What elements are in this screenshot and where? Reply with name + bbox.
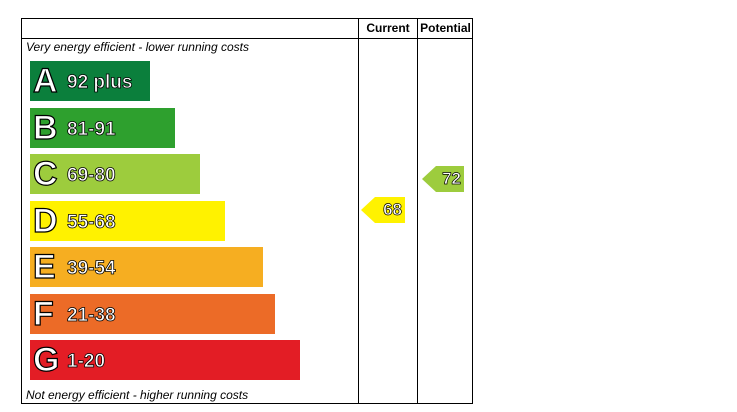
- band-f: F 21-38: [30, 293, 275, 334]
- band-b: B 81-91: [30, 107, 175, 148]
- potential-arrow-shape: [422, 166, 464, 192]
- band-letter: G: [32, 340, 60, 379]
- band-letter: A: [32, 61, 58, 100]
- band-range-label: 55-68: [67, 211, 116, 233]
- band-c: C 69-80: [30, 154, 200, 194]
- band-letter: C: [32, 154, 58, 193]
- band-g: G 1-20: [30, 340, 300, 380]
- column-divider-potential: [417, 19, 418, 403]
- band-range-label: 81-91: [67, 118, 116, 140]
- band-e: E 39-54: [30, 247, 263, 287]
- current-rating-arrow: 68: [361, 196, 405, 223]
- band-letter: E: [32, 247, 56, 286]
- band-letter: B: [32, 108, 58, 147]
- potential-rating-arrow: 72: [422, 166, 464, 192]
- column-divider-current: [358, 19, 359, 403]
- current-arrow-shape: [361, 196, 405, 223]
- caption-inefficient: Not energy efficient - higher running co…: [26, 388, 249, 402]
- column-header-potential: Potential: [420, 21, 471, 35]
- header-divider: [22, 38, 472, 39]
- band-range-label: 1-20: [67, 351, 106, 373]
- band-range-label: 69-80: [67, 165, 116, 187]
- band-letter: D: [32, 201, 58, 240]
- band-letter: F: [32, 294, 54, 333]
- epc-chart-frame: Current Potential Very energy efficient …: [21, 18, 473, 404]
- band-a: A 92 plus: [30, 61, 150, 101]
- column-header-current: Current: [366, 21, 410, 35]
- band-range-label: 92 plus: [67, 72, 133, 94]
- band-range-label: 21-38: [67, 304, 116, 326]
- potential-rating-value: 72: [442, 169, 462, 189]
- current-rating-value: 68: [383, 199, 403, 219]
- caption-efficient: Very energy efficient - lower running co…: [26, 40, 249, 54]
- band-range-label: 39-54: [67, 258, 116, 280]
- band-d: D 55-68: [30, 200, 225, 241]
